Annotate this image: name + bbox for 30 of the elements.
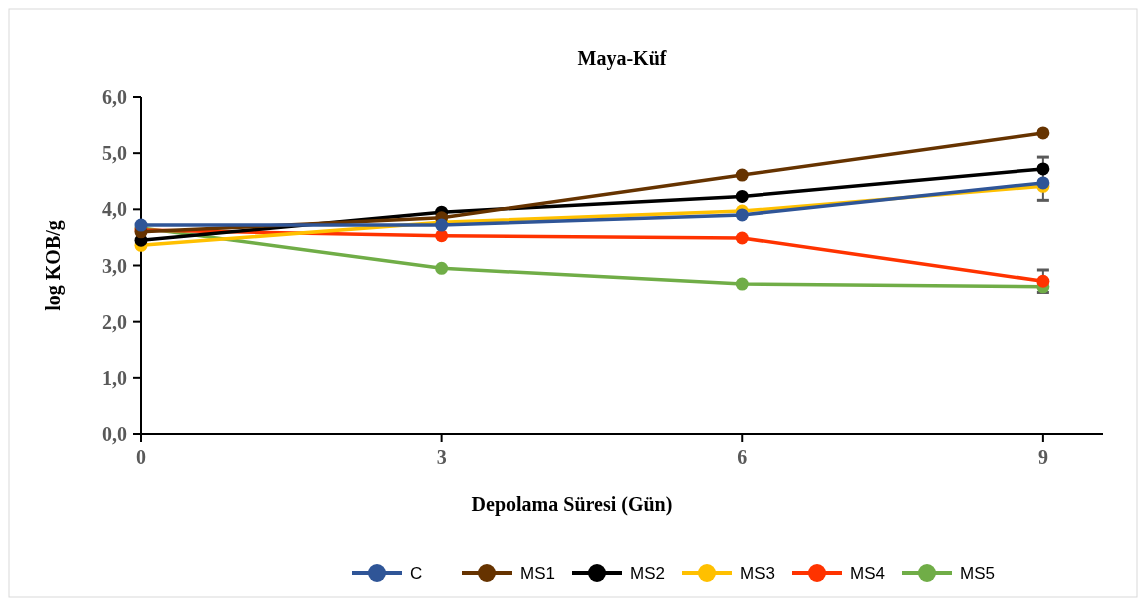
legend-label: MS2 — [630, 563, 665, 583]
y-axis-title: log KOB/g — [42, 220, 65, 311]
x-axis-title: Depolama Süresi (Gün) — [471, 493, 673, 516]
legend-label: C — [410, 563, 423, 583]
y-tick-label: 1,0 — [102, 366, 127, 389]
x-tick-label: 9 — [1037, 446, 1048, 468]
y-tick-label: 5,0 — [102, 142, 127, 165]
point — [435, 261, 449, 275]
point — [735, 277, 749, 291]
point — [735, 168, 749, 182]
y-tick-label: 3,0 — [102, 254, 127, 277]
x-tick-label: 6 — [737, 446, 748, 468]
point — [735, 231, 749, 245]
point — [735, 189, 749, 203]
y-tick-label: 2,0 — [102, 310, 127, 333]
legend-label: MS4 — [850, 563, 885, 583]
y-tick-label: 6,0 — [102, 86, 127, 108]
point — [1036, 126, 1050, 140]
x-tick-label: 3 — [436, 446, 447, 468]
point — [735, 208, 749, 222]
point — [1036, 162, 1050, 176]
point — [1036, 274, 1050, 288]
legend-label: MS1 — [520, 563, 555, 583]
legend-label: MS5 — [960, 563, 995, 583]
y-tick-label: 0,0 — [102, 423, 127, 445]
chart-title: Maya-Küf — [577, 47, 667, 70]
legend-label: MS3 — [740, 563, 775, 583]
x-tick-label: 0 — [136, 446, 146, 468]
point — [435, 229, 449, 243]
y-tick-label: 4,0 — [102, 198, 127, 221]
